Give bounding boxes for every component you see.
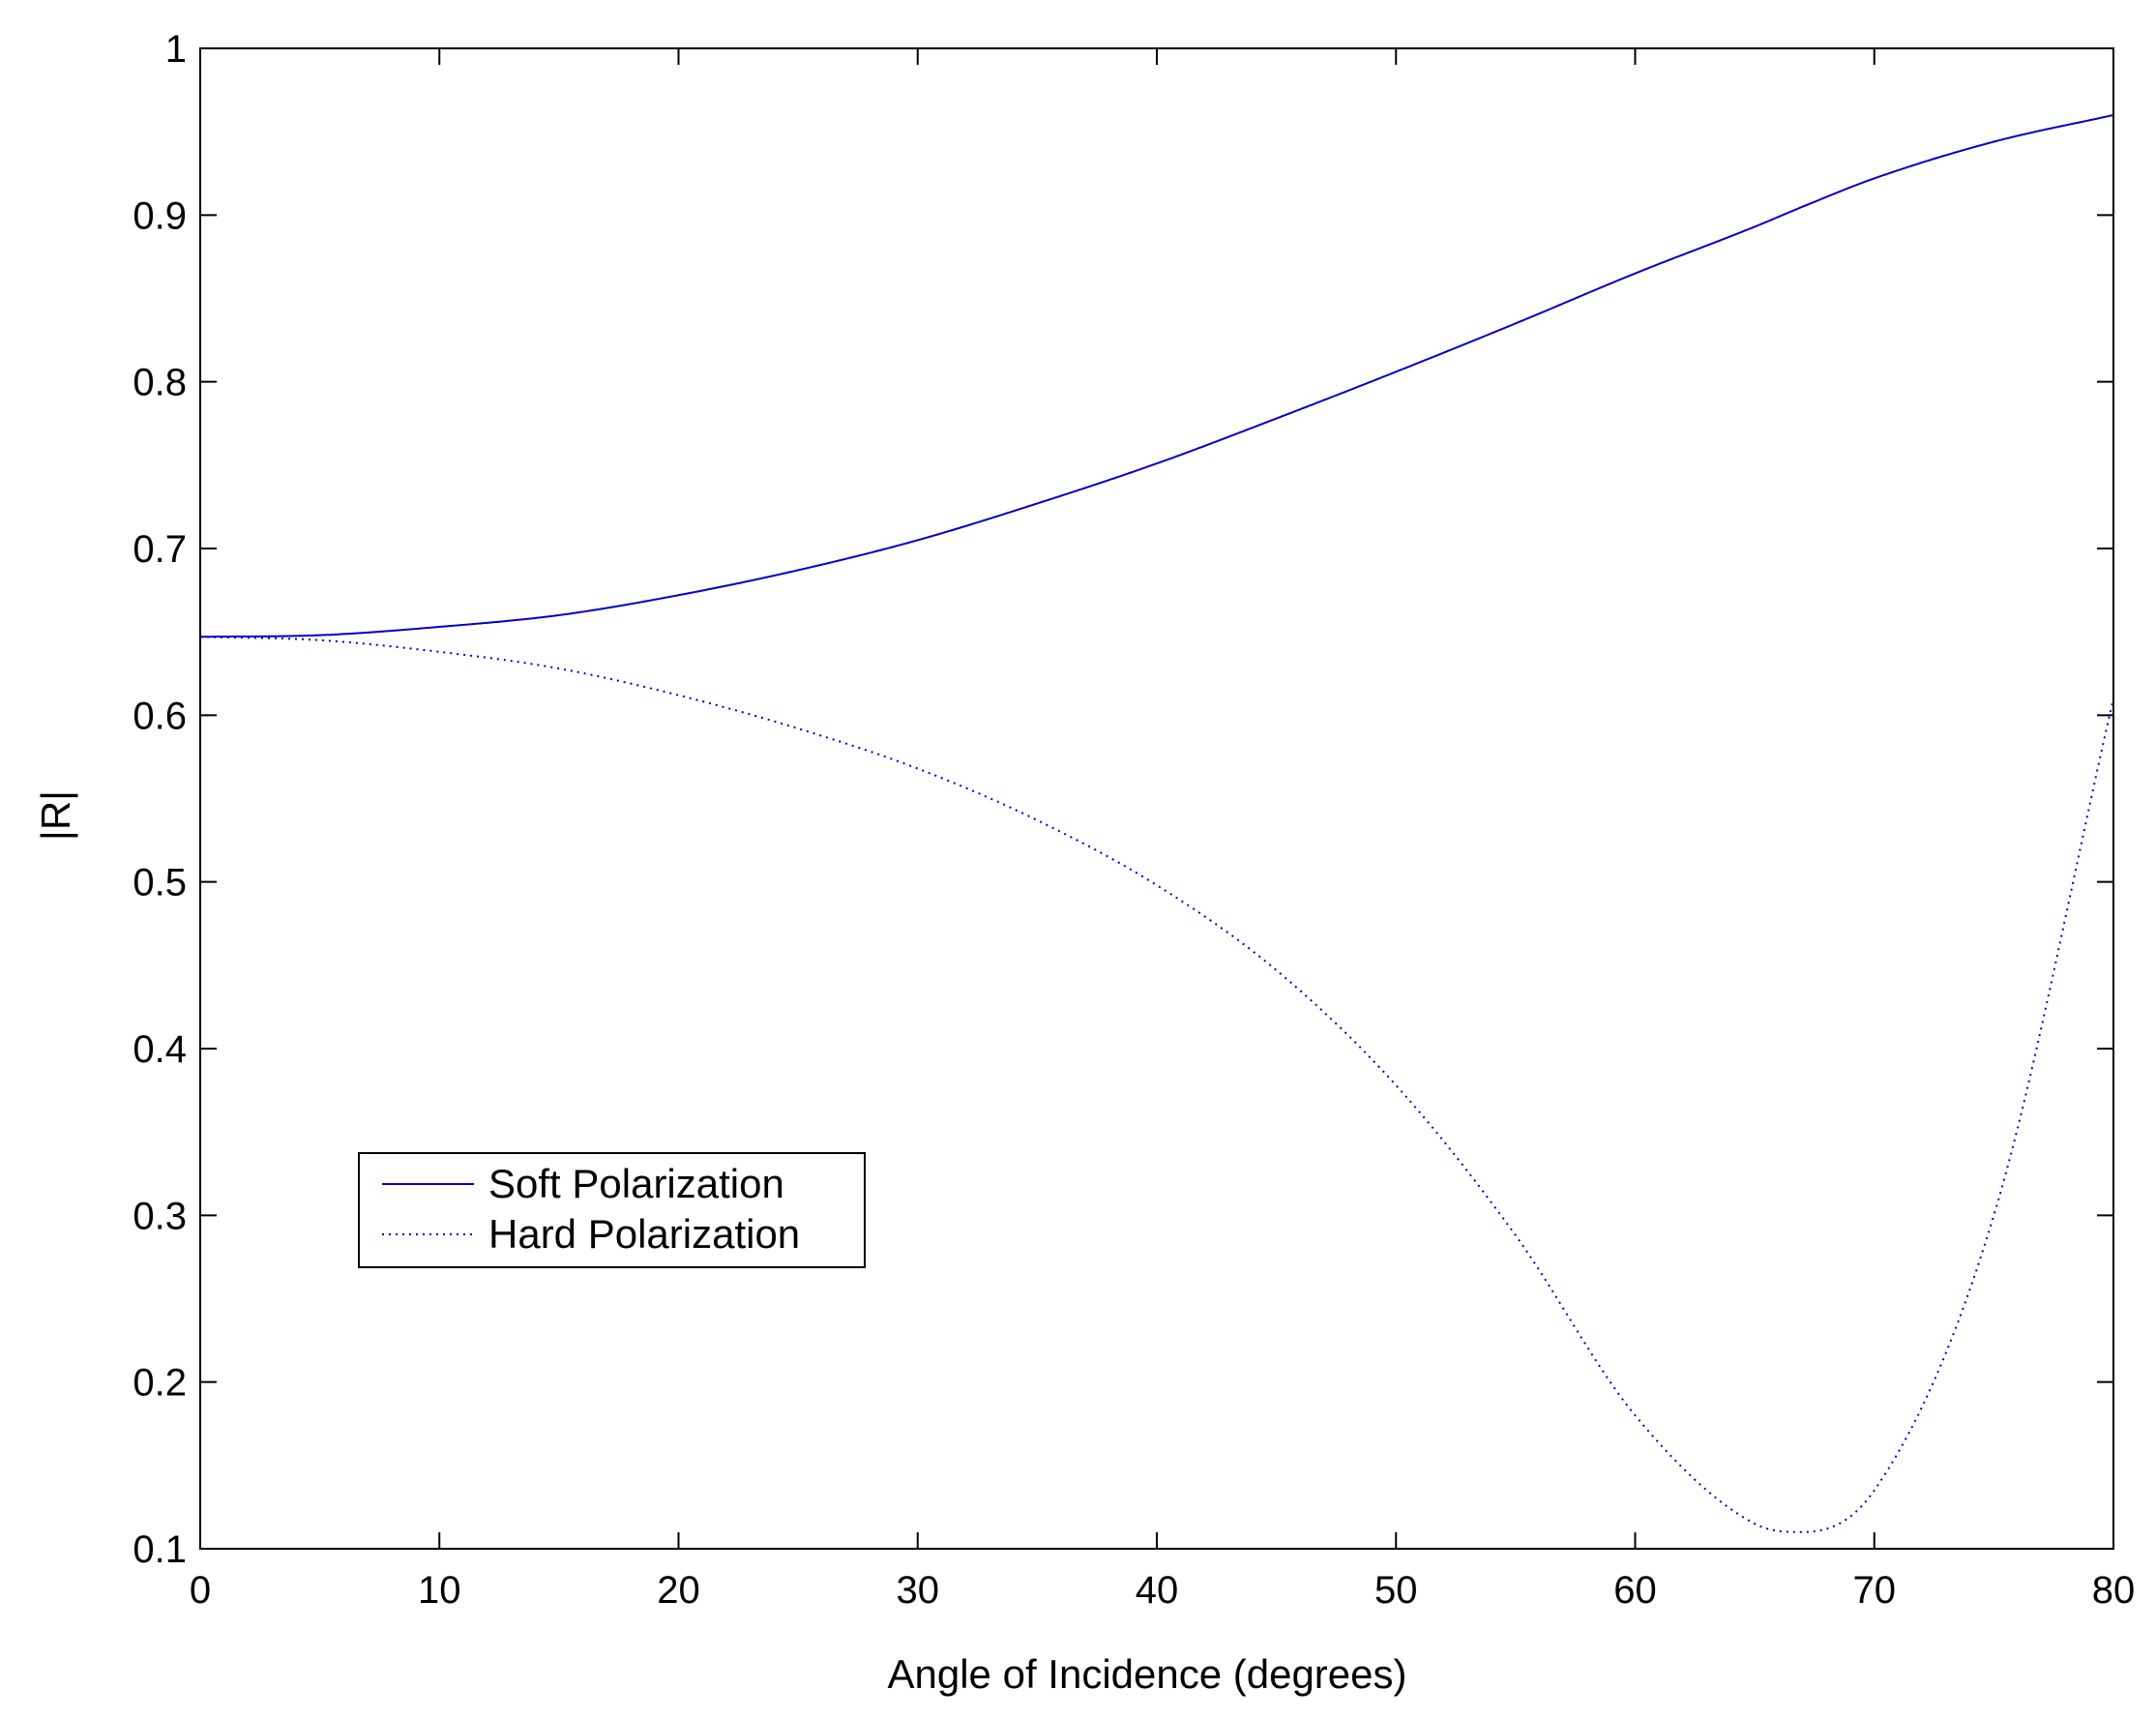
x-tick-label: 40 (1136, 1569, 1179, 1612)
series-line-hard-polarization (199, 636, 2114, 1533)
legend-label-soft-polarization: Soft Polarization (488, 1161, 784, 1206)
x-tick-label: 50 (1374, 1569, 1418, 1612)
axes: 0 10 20 30 40 50 60 70 80 0.1 0.2 0.3 0.4 0.5 0.6 0.7 0.… (133, 28, 2135, 1612)
y-tick-label: 1 (165, 28, 187, 71)
y-tick-label: 0.6 (133, 695, 187, 737)
x-tick-label: 10 (418, 1569, 461, 1612)
x-tick-label: 20 (657, 1569, 700, 1612)
y-tick-label: 0.2 (133, 1362, 187, 1405)
y-tick-label: 0.9 (133, 194, 187, 237)
x-tick-label: 0 (190, 1569, 211, 1612)
legend: Soft Polarization Hard Polarization (358, 1152, 866, 1268)
x-tick-label: 30 (897, 1569, 940, 1612)
legend-label-hard-polarization: Hard Polarization (488, 1211, 800, 1257)
y-tick-label: 0.7 (133, 528, 187, 571)
y-tick-label: 0.3 (133, 1195, 187, 1237)
x-axis-title: Angle of Incidence (degrees) (888, 1651, 1407, 1697)
plot-area (199, 113, 2114, 1533)
y-tick-label: 0.8 (133, 362, 187, 404)
y-tick-label: 0.1 (133, 1528, 187, 1571)
series-line-soft-polarization (199, 113, 2114, 638)
y-tick-label: 0.4 (133, 1028, 187, 1071)
x-tick-label: 70 (1853, 1569, 1897, 1612)
y-tick-label: 0.5 (133, 862, 187, 904)
x-tick-label: 80 (2092, 1569, 2136, 1612)
x-tick-label: 60 (1613, 1569, 1657, 1612)
legend-box (358, 1152, 866, 1268)
y-axis-title: |R| (33, 790, 78, 841)
